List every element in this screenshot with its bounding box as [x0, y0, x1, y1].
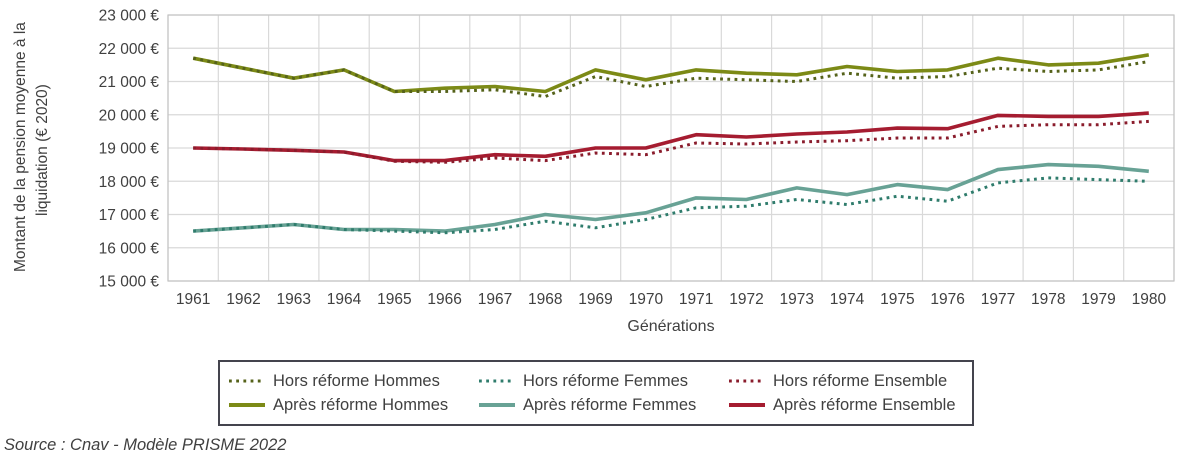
legend-marker-dotted-line	[229, 379, 265, 383]
legend-item-hors-reforme-femmes: Hors réforme Femmes	[478, 372, 728, 391]
legend-label: Après réforme Hommes	[273, 395, 449, 414]
y-tick-label: 16 000 €	[99, 240, 160, 257]
x-tick-label: 1965	[377, 291, 411, 308]
y-tick-labels: 23 000 € 22 000 € 21 000 € 20 000 € 19 000 €…	[99, 8, 160, 291]
legend-marker-solid-line	[479, 403, 515, 407]
x-tick-label: 1972	[729, 291, 763, 308]
y-tick-label: 20 000 €	[99, 107, 160, 124]
y-tick-label: 18 000 €	[99, 174, 160, 191]
legend-label: Après réforme Ensemble	[773, 395, 956, 414]
x-tick-label: 1963	[277, 291, 311, 308]
y-tick-label: 23 000 €	[99, 8, 160, 25]
series-line-hors-reforme-femmes	[193, 176, 1149, 235]
x-tick-label: 1969	[578, 291, 612, 308]
gridlines	[167, 14, 1175, 282]
legend-item-apres-reforme-femmes: Après réforme Femmes	[478, 396, 728, 415]
legend-marker-dotted-line	[729, 379, 765, 383]
x-tick-label: 1968	[528, 291, 562, 308]
legend-label: Hors réforme Femmes	[523, 371, 689, 390]
line-chart-plot: 23 000 € 22 000 € 21 000 € 20 000 € 19 000 €…	[99, 8, 1175, 308]
source-caption: Source : Cnav - Modèle PRISME 2022	[4, 436, 287, 454]
x-tick-label: 1979	[1081, 291, 1115, 308]
x-tick-label: 1971	[679, 291, 713, 308]
legend-label: Hors réforme Ensemble	[773, 371, 948, 390]
plot-border	[167, 14, 1175, 282]
series-line-apres-reforme-hommes	[192, 53, 1150, 94]
y-tick-label: 15 000 €	[99, 274, 160, 291]
x-tick-labels: 1961 1962 1963 1964 1965 1966 1967 1968 1969 1970…	[176, 291, 1167, 308]
x-tick-label: 1970	[629, 291, 664, 308]
x-tick-label: 1975	[880, 291, 914, 308]
y-tick-label: 17 000 €	[99, 207, 160, 224]
y-tick-label: 21 000 €	[99, 74, 160, 91]
x-tick-label: 1980	[1132, 291, 1167, 308]
x-tick-label: 1962	[226, 291, 260, 308]
legend-item-hors-reforme-hommes: Hors réforme Hommes	[228, 372, 478, 391]
x-tick-label: 1973	[780, 291, 814, 308]
x-tick-label: 1974	[830, 291, 865, 308]
legend-marker-dotted-line	[479, 379, 515, 383]
x-axis-title: Générations	[627, 318, 715, 335]
series-line-hors-reforme-hommes	[192, 56, 1150, 98]
legend-label: Après réforme Femmes	[523, 395, 697, 414]
legend-item-hors-reforme-ensemble: Hors réforme Ensemble	[728, 372, 968, 391]
legend-marker-solid-line	[729, 403, 765, 407]
legend-item-apres-reforme-hommes: Après réforme Hommes	[228, 396, 478, 415]
legend-label: Hors réforme Hommes	[273, 371, 440, 390]
series-line-hors-reforme-ensemble	[193, 119, 1149, 164]
x-tick-label: 1976	[930, 291, 964, 308]
legend-marker-solid-line	[229, 403, 265, 407]
x-tick-label: 1978	[1031, 291, 1065, 308]
y-tick-label: 19 000 €	[99, 141, 160, 158]
x-tick-label: 1977	[981, 291, 1015, 308]
legend-item-apres-reforme-ensemble: Après réforme Ensemble	[728, 396, 968, 415]
x-tick-label: 1964	[327, 291, 362, 308]
chart-legend: Hors réforme Hommes Hors réforme Femmes Ho…	[218, 360, 974, 426]
x-tick-label: 1961	[176, 291, 210, 308]
x-tick-label: 1967	[478, 291, 512, 308]
x-tick-label: 1966	[427, 291, 461, 308]
y-tick-label: 22 000 €	[99, 41, 160, 58]
